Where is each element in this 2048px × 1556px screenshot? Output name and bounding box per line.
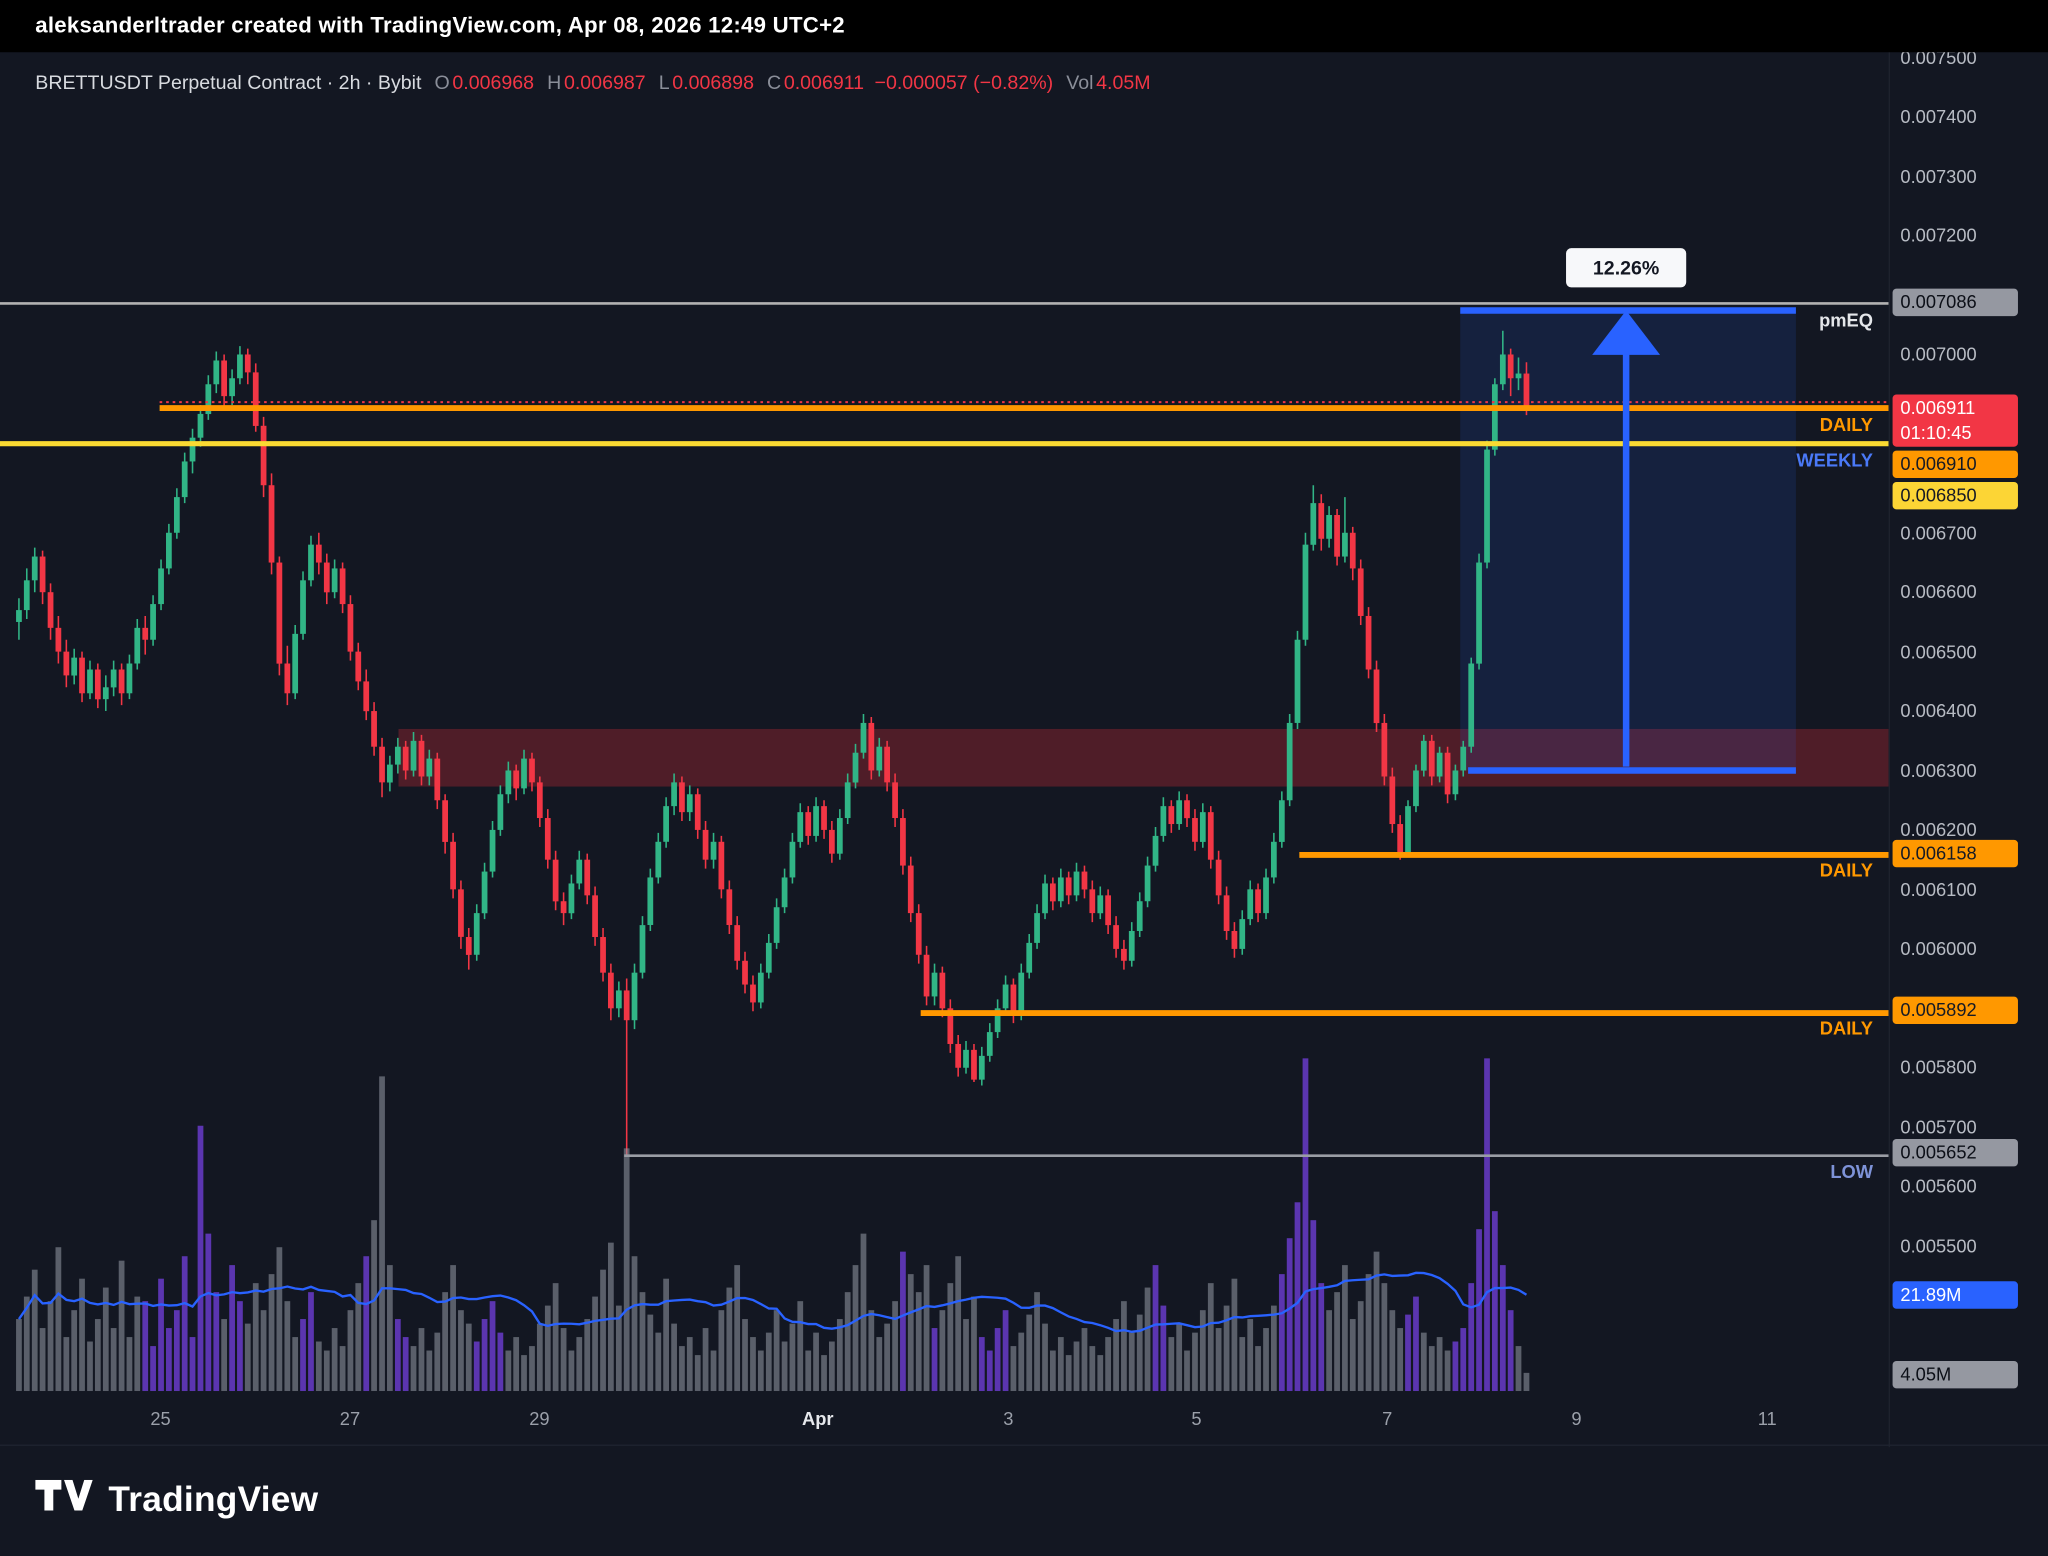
- symbol-title[interactable]: BRETTUSDT Perpetual Contract · 2h · Bybi…: [35, 71, 422, 95]
- time-tick: 27: [339, 1407, 361, 1429]
- volume-ma-line: [17, 1271, 1528, 1334]
- price-tick: 0.005600: [1900, 1176, 1977, 1197]
- price-tick: 0.006300: [1900, 760, 1977, 781]
- price-badge: 0.005652: [1892, 1138, 2018, 1167]
- time-tick: 29: [529, 1407, 550, 1429]
- time-tick: 3: [1003, 1407, 1014, 1429]
- price-tick: 0.006200: [1900, 819, 1977, 841]
- price-badge: 0.006158: [1892, 839, 2018, 868]
- price-tick: 0.007300: [1900, 165, 1977, 187]
- time-tick: 7: [1382, 1407, 1393, 1429]
- price-tick: 0.007200: [1900, 225, 1977, 247]
- volume-bars-gray: [16, 1076, 1530, 1392]
- price-badge: 0.006910: [1892, 450, 2018, 479]
- price-tick: 0.007400: [1900, 106, 1977, 128]
- up-candles: [16, 354, 1522, 1080]
- change-value: −0.000057 (−0.82%): [874, 71, 1054, 95]
- price-tick: 0.006100: [1900, 878, 1977, 900]
- range-arrow-head: [1592, 310, 1661, 355]
- symbol-legend[interactable]: BRETTUSDT Perpetual Contract · 2h · Bybi…: [35, 72, 1150, 94]
- high-label: H: [547, 71, 562, 95]
- tradingview-logo-icon[interactable]: [35, 1479, 93, 1519]
- range-box: [1460, 307, 1796, 774]
- price-tick: 0.006600: [1900, 581, 1977, 603]
- price-tick: 0.006500: [1900, 641, 1977, 663]
- price-badge: 0.007086: [1892, 288, 2018, 317]
- price-tick: 0.007000: [1900, 344, 1977, 365]
- open-label: O: [434, 71, 450, 95]
- price-tick: 0.005800: [1900, 1057, 1977, 1079]
- price-tick: 0.006000: [1900, 938, 1977, 960]
- price-badge: 0.006911 01:10:45: [1892, 394, 2018, 447]
- time-axis[interactable]: 25 27 29 Apr 3 5 7 9 11: [0, 1398, 1889, 1445]
- price-badge: 0.005892: [1892, 996, 2018, 1024]
- close-value: 0.006911: [783, 71, 865, 95]
- down-candles: [39, 354, 1530, 1080]
- range-percent-label[interactable]: 12.26%: [1566, 248, 1687, 288]
- price-badge: 4.05M: [1892, 1360, 2018, 1389]
- footer: TradingView: [35, 1468, 318, 1531]
- volume-label: Vol: [1066, 71, 1094, 95]
- supply-zone: [398, 728, 1889, 787]
- price-tick: 0.005500: [1900, 1235, 1977, 1257]
- axis-separator: [0, 1444, 2048, 1446]
- price-tick: 0.006700: [1900, 522, 1977, 544]
- time-tick: 5: [1191, 1407, 1202, 1429]
- time-tick: 25: [150, 1407, 171, 1429]
- time-tick: Apr: [802, 1407, 834, 1429]
- price-tick: 0.006400: [1900, 700, 1977, 722]
- price-axis[interactable]: 0.007500 0.007400 0.007300 0.007200 0.007000…: [1888, 0, 2048, 1448]
- attribution-text: aleksanderltrader created with TradingVi…: [35, 13, 845, 38]
- low-label: L: [658, 71, 670, 95]
- low-value: 0.006898: [672, 71, 754, 95]
- high-value: 0.006987: [563, 71, 646, 95]
- volume-value: 4.05M: [1096, 71, 1151, 95]
- attribution-bar: aleksanderltrader created with TradingVi…: [0, 0, 2048, 53]
- close-label: C: [767, 71, 782, 95]
- price-badge: 0.006850: [1892, 481, 2018, 510]
- tradingview-brand-text[interactable]: TradingView: [108, 1479, 319, 1519]
- open-value: 0.006968: [452, 71, 535, 95]
- price-badge: 21.89M: [1892, 1281, 2018, 1309]
- price-tick: 0.005700: [1900, 1116, 1977, 1138]
- time-tick: 9: [1571, 1407, 1582, 1429]
- time-tick: 11: [1757, 1407, 1777, 1429]
- price-chart[interactable]: [0, 0, 1889, 1447]
- volume-bars-purple: [142, 1058, 1514, 1392]
